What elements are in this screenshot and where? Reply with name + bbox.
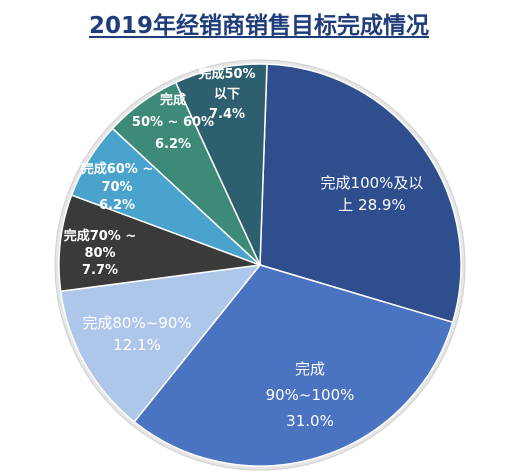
pie-slice-label-4: 完成60% ~ 70% 6.2% — [81, 161, 154, 213]
pie-slice-label-line: 完成80%~90% — [82, 314, 191, 332]
pie-slice-label-line: 70% — [101, 180, 132, 195]
pie-slice-label-line: 12.1% — [113, 336, 161, 354]
pie-slice-label-line: 7.7% — [82, 263, 118, 278]
pie-slice-label-line: 6.2% — [99, 198, 135, 213]
pie-slice-label-line: 50% ~ 60% — [132, 115, 214, 130]
pie-slice-label-line: 31.0% — [286, 412, 334, 430]
pie-slice-label-line: 完成 — [295, 360, 325, 378]
pie-slice-label-1: 完成 90%~100% 31.0% — [266, 360, 355, 430]
pie-slice-label-3: 完成70% ~ 80% 7.7% — [64, 228, 137, 278]
pie-slice-2 — [59, 264, 262, 423]
pie-slice-label-line: 完成50% — [198, 66, 255, 82]
pie-slice-label-line: 6.2% — [155, 137, 191, 152]
pie-slice-label-line: 80% — [84, 246, 115, 261]
pie-slice-label-line: 完成60% ~ — [81, 161, 154, 177]
chart-title: 2019年经销商销售目标完成情况 — [88, 13, 429, 39]
pie-slice-label-line: 90%~100% — [266, 386, 355, 404]
pie-slice-3 — [58, 194, 261, 293]
pie-slice-1 — [133, 264, 454, 467]
pie-slice-label-line: 以下 — [214, 87, 240, 102]
pie-slice-label-2: 完成80%~90% 12.1% — [82, 314, 191, 354]
pie-slice-label-6: 完成50% 以下 7.4% — [198, 66, 255, 122]
pie-slice-label-line: 完成100%及以 — [321, 174, 424, 192]
pie-slice-label-line: 上 28.9% — [338, 196, 405, 214]
pie-slice-label-line: 完成70% ~ — [64, 228, 137, 244]
pie-slice-6 — [174, 63, 268, 266]
pie-slice-label-0: 完成100%及以上 28.9% — [321, 174, 424, 214]
pie-slice-0 — [259, 63, 462, 324]
pie-slice-label-5: 完成 50% ~ 60% 6.2% — [132, 92, 214, 152]
pie-slice-label-line: 完成 — [160, 92, 186, 108]
pie-slice-label-line: 7.4% — [209, 107, 245, 122]
